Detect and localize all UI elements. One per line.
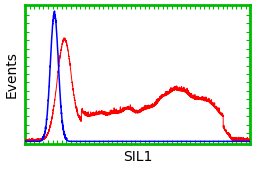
Y-axis label: Events: Events (5, 51, 19, 98)
X-axis label: SIL1: SIL1 (122, 150, 152, 164)
